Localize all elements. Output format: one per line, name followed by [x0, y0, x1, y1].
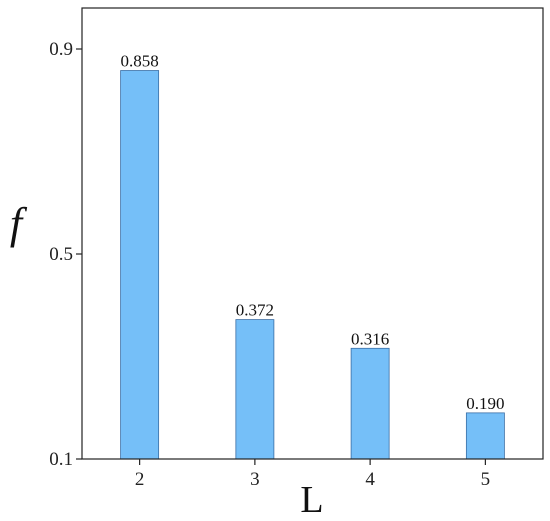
y-tick-label-0.5: 0.5	[49, 244, 73, 265]
plot-frame	[81, 7, 544, 460]
x-tick-label-3: 3	[250, 469, 260, 490]
x-tick-label-4: 4	[365, 469, 375, 490]
bar-2	[120, 70, 160, 460]
y-axis-ticks: 0.1 0.5 0.9	[49, 39, 82, 470]
data-label-3: 0.372	[236, 301, 274, 320]
bar-4	[350, 347, 390, 460]
bar-5	[465, 412, 505, 460]
y-tick-label-0.9: 0.9	[49, 39, 73, 60]
x-axis-label: L	[300, 479, 323, 521]
data-label-2: 0.858	[121, 52, 159, 71]
bars-layer	[120, 70, 505, 460]
data-labels-layer: 0.858 0.372 0.316 0.190	[121, 52, 505, 413]
x-tick-label-5: 5	[481, 469, 491, 490]
data-label-5: 0.190	[466, 394, 504, 413]
bar-3	[235, 319, 275, 460]
y-tick-label-0.1: 0.1	[49, 449, 73, 470]
x-axis-ticks: 2 3 4 5	[135, 459, 490, 490]
y-axis-label: f	[10, 199, 28, 248]
data-label-4: 0.316	[351, 329, 389, 348]
x-tick-label-2: 2	[135, 469, 145, 490]
